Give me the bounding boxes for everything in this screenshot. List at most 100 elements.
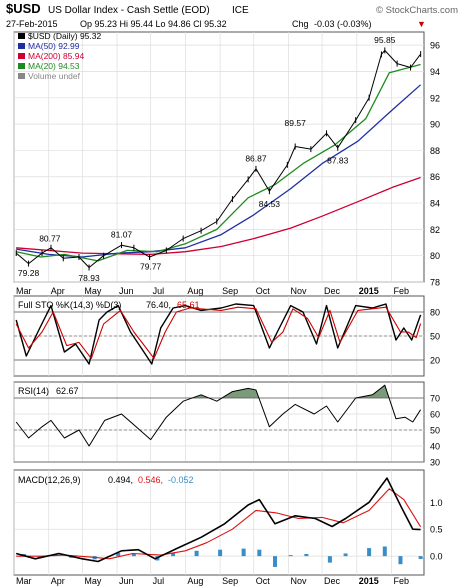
legend-swatch <box>18 63 25 69</box>
price-panel-ytick: 86 <box>430 172 440 182</box>
bottom-xtick: Jul <box>153 576 165 586</box>
price-panel-ytick: 78 <box>430 278 440 288</box>
bottom-x-axis: Mar Apr May Jun Jul Aug Sep Oct Nov Dec 2015 Feb <box>16 576 409 586</box>
price-annotation: 79.77 <box>140 262 162 272</box>
bottom-xtick: Aug <box>187 576 203 586</box>
rsi-panel-ytick: 50 <box>430 426 440 436</box>
macd-histogram-bar <box>327 556 332 563</box>
ma20-line <box>16 63 421 262</box>
price-xtick: Dec <box>324 286 341 296</box>
price-panel-ytick: 82 <box>430 225 440 235</box>
chart-exchange: ICE <box>232 5 249 16</box>
price-panel-ytick: 96 <box>430 41 440 51</box>
stochastic-panel-ytick: 20 <box>430 356 440 366</box>
stochastic-panel-ytick: 50 <box>430 332 440 342</box>
bottom-xtick: Jun <box>119 576 134 586</box>
price-panel-ytick: 88 <box>430 146 440 156</box>
sto-label: Full STO %K(14,3) %D(3) <box>18 300 121 310</box>
macd-histogram-bar <box>116 552 121 557</box>
bottom-xtick: Dec <box>324 576 341 586</box>
price-annotation: 84.53 <box>259 199 281 209</box>
price-panel-ytick: 90 <box>430 120 440 130</box>
macd-histogram-bar <box>131 554 136 557</box>
macd-histogram-bar <box>343 553 348 557</box>
macd-value: 0.494, <box>108 475 133 485</box>
stochastic-panel: 20 50 80 Full STO %K(14,3) %D(3) 76.40, 65.61 <box>13 295 440 377</box>
macd-label: MACD(12,26,9) <box>18 475 81 485</box>
macd-histogram-bar <box>218 549 223 557</box>
rsi-panel-ytick: 30 <box>430 458 440 468</box>
macd-panel-frame <box>13 469 425 576</box>
macd-panel-ytick: 1.0 <box>430 498 443 508</box>
macd-panel-ytick: 0.0 <box>430 552 443 562</box>
bottom-xtick: 2015 <box>359 576 379 586</box>
legend-swatch <box>18 73 25 79</box>
rsi-panel-ytick: 70 <box>430 394 440 404</box>
macd-line <box>15 477 421 563</box>
legend-entry: MA(200) 85.94 <box>28 51 84 61</box>
price-annotation: 86.87 <box>245 153 267 163</box>
price-panel-ytick: 84 <box>430 199 440 209</box>
bottom-xtick: Feb <box>394 576 410 586</box>
price-panel: 78 80 82 84 86 88 90 92 94 96 79.28 80.77 78.93 81.07… <box>13 31 440 296</box>
price-xtick: Apr <box>51 286 65 296</box>
price-xtick: Sep <box>222 286 238 296</box>
ma50-line <box>16 84 422 258</box>
bottom-xtick: May <box>84 576 102 586</box>
down-arrow-icon: ▼ <box>417 19 426 29</box>
bottom-xtick: Sep <box>222 576 238 586</box>
macd-histogram-bar <box>418 556 423 559</box>
price-xtick: May <box>84 286 102 296</box>
rsi-overbought-fill <box>16 385 421 398</box>
price-xtick: Oct <box>256 286 271 296</box>
macd-hist-value: -0.052 <box>168 475 194 485</box>
price-annotation: 89.57 <box>285 118 307 128</box>
legend-swatch <box>18 33 25 39</box>
price-annotation: 78.93 <box>78 273 100 283</box>
price-xtick: Nov <box>290 286 307 296</box>
macd-signal-value: 0.546, <box>138 475 163 485</box>
bottom-xtick: Nov <box>290 576 307 586</box>
macd-signal-line <box>16 488 422 560</box>
price-annotation: 87.83 <box>327 156 349 166</box>
price-annotation: 80.77 <box>39 234 61 244</box>
macd-panel-ytick: 0.5 <box>430 525 443 535</box>
macd-histogram-bar <box>257 549 262 557</box>
change-label: Chg <box>292 19 309 29</box>
macd-panel: 0.0 0.5 1.0 MACD(12,26,9) 0.494, 0.546, -0.052 <box>13 469 443 576</box>
bottom-xtick: Apr <box>51 576 65 586</box>
legend-entry: Volume undef <box>28 71 81 81</box>
price-xtick: Mar <box>16 286 32 296</box>
legend-swatch <box>18 53 25 59</box>
ma200-line <box>16 176 421 256</box>
rsi-label: RSI(14) <box>18 386 49 396</box>
price-annotation: 95.85 <box>374 35 396 45</box>
price-panel-ytick: 92 <box>430 93 440 103</box>
legend-swatch <box>18 43 25 49</box>
rsi-line <box>15 384 422 447</box>
change-value: -0.03 (-0.03%) <box>314 19 372 29</box>
price-panel-ytick: 94 <box>430 67 440 77</box>
sto-k-value: 76.40, <box>146 300 171 310</box>
macd-histogram-bar <box>241 548 246 557</box>
macd-histogram-bar <box>288 555 293 557</box>
legend-entry: MA(50) 92.99 <box>28 41 80 51</box>
macd-histogram-bar <box>367 548 372 557</box>
price-panel-ytick: 80 <box>430 251 440 261</box>
bottom-xtick: Mar <box>16 576 32 586</box>
ohlc-readout: Op 95.23 Hi 95.44 Lo 94.86 Cl 95.32 <box>80 19 227 29</box>
rsi-panel: 30 40 50 60 70 RSI(14) 62.67 <box>13 381 440 468</box>
price-xtick: 2015 <box>359 286 379 296</box>
macd-histogram-bar <box>194 550 199 557</box>
stochastic-panel-ytick: 80 <box>430 308 440 318</box>
sto-d-line <box>15 306 422 359</box>
price-xtick: Feb <box>394 286 410 296</box>
chart-symbol: $USD <box>6 1 41 16</box>
chart-date: 27-Feb-2015 <box>6 19 58 29</box>
macd-histogram-bar <box>382 546 387 557</box>
rsi-panel-ytick: 60 <box>430 410 440 420</box>
price-annotation: 81.07 <box>111 230 133 240</box>
legend-entry: MA(20) 94.53 <box>28 61 80 71</box>
chart-title: US Dollar Index - Cash Settle (EOD) <box>48 5 210 16</box>
